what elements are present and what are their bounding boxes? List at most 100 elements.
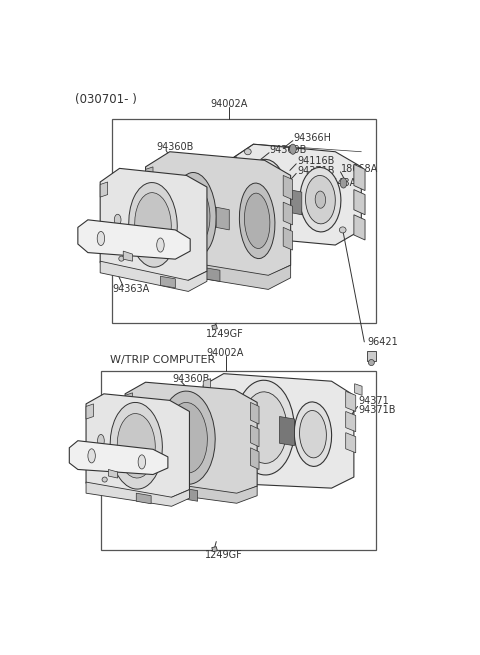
Bar — [112, 119, 376, 323]
Text: 96421: 96421 — [367, 337, 397, 347]
Ellipse shape — [245, 159, 286, 225]
Text: 94370: 94370 — [113, 176, 144, 187]
Text: 94371: 94371 — [359, 396, 389, 406]
Ellipse shape — [97, 434, 104, 447]
Ellipse shape — [117, 413, 155, 478]
Ellipse shape — [244, 193, 270, 248]
Polygon shape — [289, 189, 302, 215]
Ellipse shape — [173, 172, 216, 257]
Polygon shape — [283, 176, 292, 200]
Polygon shape — [125, 393, 132, 408]
Text: 94363A: 94363A — [112, 284, 149, 294]
Ellipse shape — [340, 178, 347, 188]
Ellipse shape — [138, 455, 145, 469]
Text: 94360B: 94360B — [172, 374, 210, 384]
Polygon shape — [346, 433, 356, 453]
Ellipse shape — [305, 176, 336, 224]
Polygon shape — [354, 189, 365, 215]
Polygon shape — [283, 202, 292, 225]
Text: 94116B: 94116B — [297, 157, 335, 166]
Ellipse shape — [235, 381, 294, 475]
Polygon shape — [346, 411, 356, 432]
Ellipse shape — [339, 227, 346, 233]
Polygon shape — [229, 182, 237, 197]
Polygon shape — [212, 325, 217, 329]
Ellipse shape — [135, 193, 171, 257]
Polygon shape — [69, 441, 168, 474]
Polygon shape — [78, 220, 190, 259]
Ellipse shape — [88, 449, 96, 463]
Text: 18668A: 18668A — [341, 164, 379, 174]
Text: 1249GF: 1249GF — [205, 550, 243, 560]
Polygon shape — [354, 215, 365, 240]
Text: 94371B: 94371B — [359, 405, 396, 415]
Ellipse shape — [102, 477, 107, 482]
Polygon shape — [100, 168, 207, 282]
Polygon shape — [205, 268, 220, 282]
Polygon shape — [136, 493, 151, 504]
Polygon shape — [125, 477, 257, 503]
Ellipse shape — [119, 256, 124, 261]
Polygon shape — [134, 255, 290, 290]
Ellipse shape — [244, 149, 251, 155]
Polygon shape — [355, 384, 362, 396]
Ellipse shape — [289, 144, 296, 155]
Polygon shape — [279, 417, 294, 446]
Polygon shape — [86, 404, 94, 419]
Polygon shape — [100, 261, 207, 291]
Polygon shape — [86, 482, 190, 506]
Ellipse shape — [294, 402, 332, 466]
Polygon shape — [229, 157, 237, 172]
Ellipse shape — [315, 191, 325, 208]
Polygon shape — [145, 187, 153, 202]
Text: 1249GF: 1249GF — [206, 329, 243, 339]
Ellipse shape — [300, 411, 326, 458]
Text: 94366H: 94366H — [294, 133, 332, 143]
Polygon shape — [251, 448, 259, 470]
Polygon shape — [108, 470, 118, 478]
Polygon shape — [251, 402, 259, 424]
Ellipse shape — [97, 231, 105, 246]
Polygon shape — [212, 547, 217, 552]
Text: 94371B: 94371B — [297, 166, 335, 176]
Polygon shape — [160, 276, 175, 288]
Polygon shape — [203, 373, 354, 488]
Polygon shape — [123, 251, 132, 261]
Ellipse shape — [368, 360, 374, 365]
Polygon shape — [145, 152, 290, 278]
Text: 94360B: 94360B — [156, 142, 193, 152]
Ellipse shape — [180, 185, 210, 245]
Polygon shape — [183, 488, 198, 501]
Ellipse shape — [110, 402, 162, 489]
Ellipse shape — [242, 392, 287, 463]
Ellipse shape — [240, 183, 275, 259]
Text: W/TRIP COMPUTER: W/TRIP COMPUTER — [110, 354, 216, 365]
Ellipse shape — [156, 238, 164, 252]
Text: 94370: 94370 — [120, 400, 150, 409]
Ellipse shape — [129, 183, 177, 267]
Ellipse shape — [300, 168, 341, 232]
Text: 94002A: 94002A — [211, 99, 248, 109]
Polygon shape — [145, 167, 153, 182]
Polygon shape — [229, 144, 361, 245]
Ellipse shape — [167, 402, 207, 473]
Ellipse shape — [114, 214, 121, 225]
Polygon shape — [125, 405, 132, 420]
Bar — [101, 371, 376, 550]
Text: 94002A: 94002A — [207, 348, 244, 358]
Polygon shape — [100, 182, 108, 197]
Polygon shape — [354, 164, 365, 191]
Polygon shape — [216, 207, 229, 230]
Polygon shape — [125, 383, 257, 496]
Text: 18643A: 18643A — [321, 178, 358, 188]
Ellipse shape — [261, 183, 271, 200]
Text: 94369B: 94369B — [269, 145, 306, 155]
Polygon shape — [346, 391, 356, 411]
Text: (030701- ): (030701- ) — [75, 93, 137, 105]
Ellipse shape — [159, 391, 215, 484]
Polygon shape — [203, 379, 211, 395]
Ellipse shape — [251, 168, 281, 217]
Polygon shape — [251, 425, 259, 447]
Polygon shape — [367, 351, 376, 361]
Polygon shape — [283, 227, 292, 250]
